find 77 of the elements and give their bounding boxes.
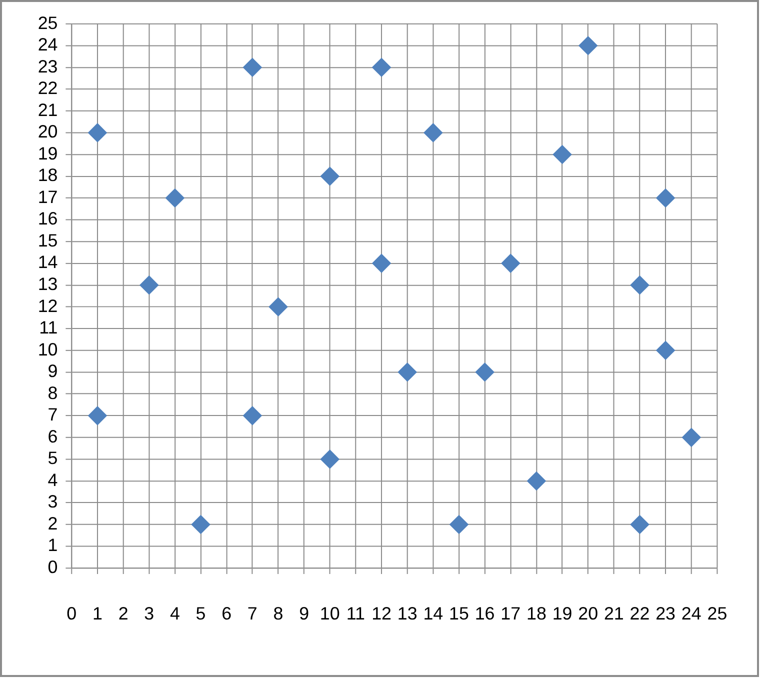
point (268, 297, 288, 316)
point (501, 254, 520, 273)
x-tick-label: 5 (196, 604, 206, 624)
x-tick-label: 11 (346, 604, 366, 624)
y-tick-label: 4 (48, 470, 58, 490)
point (165, 188, 184, 208)
point (140, 276, 159, 295)
y-tick-label: 9 (48, 361, 58, 382)
point (320, 166, 340, 186)
y-tick-label: 23 (38, 56, 58, 76)
y-tick-label: 22 (38, 78, 58, 98)
y-tick-label: 17 (38, 186, 58, 207)
x-tick-label: 18 (526, 604, 546, 624)
x-tick-label: 4 (170, 604, 180, 624)
y-tick-label: 8 (48, 382, 58, 403)
y-tick-label: 19 (38, 143, 58, 164)
point (372, 254, 391, 273)
y-tick-label: 10 (38, 339, 58, 360)
y-tick-label: 15 (38, 230, 58, 250)
y-tick-label: 25 (38, 12, 58, 33)
point (191, 515, 210, 534)
point (630, 515, 650, 534)
point (656, 340, 676, 360)
point (656, 188, 676, 208)
y-tick-label: 13 (38, 274, 58, 294)
y-tick-label: 14 (38, 252, 58, 272)
point (88, 123, 107, 142)
y-tick-label: 1 (48, 535, 58, 556)
y-tick-label: 0 (48, 556, 58, 577)
point (630, 276, 650, 295)
x-tick-label: 14 (423, 604, 444, 624)
point (450, 515, 468, 534)
y-tick-label: 20 (38, 122, 58, 142)
y-tick-label: 24 (38, 34, 58, 55)
point (242, 406, 262, 426)
point (475, 362, 494, 382)
x-tick-label: 22 (630, 604, 650, 624)
y-tick-label: 18 (38, 165, 58, 186)
y-tick-label: 11 (39, 318, 58, 338)
x-tick-label: 17 (500, 604, 521, 624)
x-tick-label: 13 (397, 604, 418, 624)
point (424, 123, 443, 142)
y-tick-label: 6 (48, 426, 58, 446)
x-tick-label: 15 (449, 604, 469, 624)
y-tick-label: 21 (38, 100, 58, 120)
x-tick-label: 16 (474, 604, 495, 624)
x-tick-label: 25 (707, 604, 728, 624)
point (552, 145, 572, 164)
y-tick-label: 2 (48, 513, 58, 534)
x-tick-label: 3 (144, 604, 154, 624)
x-tick-label: 12 (372, 604, 392, 624)
x-tick-label: 1 (92, 604, 102, 624)
x-tick-label: 10 (320, 604, 340, 624)
y-tick-label: 3 (48, 492, 58, 512)
x-tick-label: 24 (681, 604, 702, 624)
x-tick-label: 0 (66, 604, 77, 624)
x-tick-label: 23 (656, 604, 676, 624)
x-tick-label: 21 (604, 604, 624, 624)
x-tick-label: 8 (273, 604, 284, 624)
x-tick-label: 7 (247, 604, 258, 624)
point (372, 58, 391, 77)
x-tick-label: 6 (222, 604, 232, 624)
point (578, 36, 598, 56)
point (88, 406, 107, 426)
point (682, 428, 701, 447)
point (526, 472, 546, 490)
x-tick-label: 2 (118, 604, 128, 624)
x-tick-label: 9 (299, 604, 310, 624)
y-tick-label: 7 (48, 404, 58, 425)
y-tick-label: 16 (38, 208, 58, 229)
y-tick-label: 12 (38, 296, 58, 316)
point (320, 450, 340, 469)
y-tick-label: 5 (48, 448, 58, 468)
x-tick-label: 19 (552, 604, 572, 624)
point (242, 58, 262, 77)
x-tick-label: 20 (578, 604, 598, 624)
point (398, 362, 417, 382)
